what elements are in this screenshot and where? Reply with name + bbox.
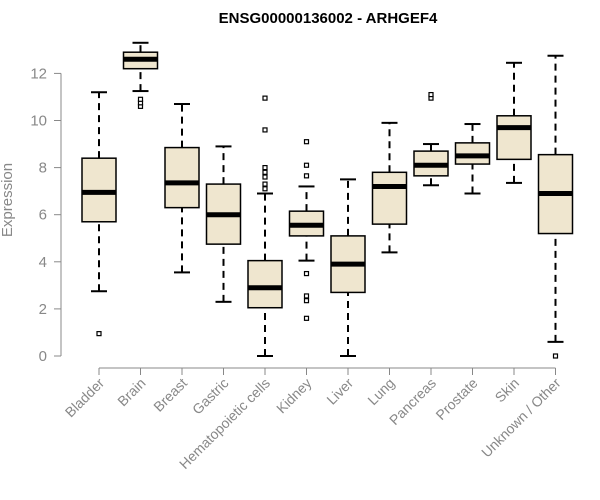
x-tick-label: Lung (364, 375, 397, 408)
outlier-point (96, 331, 102, 337)
outlier-point (262, 169, 268, 175)
box-kidney (288, 139, 325, 321)
outlier-point (303, 298, 310, 304)
x-tick-label: Skin (492, 375, 523, 406)
box-lung (371, 121, 408, 254)
y-tick-label: 2 (39, 301, 47, 318)
x-tick-label: Brain (114, 375, 148, 409)
box-liver (330, 178, 366, 357)
outlier-point (262, 165, 268, 171)
box-skin (496, 61, 532, 184)
outlier-point (303, 173, 310, 179)
box-prostate (454, 123, 491, 195)
outlier-point (262, 181, 268, 187)
outlier-point (262, 186, 268, 192)
y-tick-label: 12 (30, 65, 47, 82)
y-tick-label: 0 (39, 348, 47, 365)
outlier-point (303, 293, 310, 299)
box-gastric (205, 145, 242, 303)
x-tick-label: Bladder (62, 375, 108, 421)
box-bladder (81, 91, 117, 337)
x-tick-label: Kidney (273, 375, 315, 417)
chart-title: ENSG00000136002 - ARHGEF4 (219, 10, 438, 27)
x-tick-label: Prostate (432, 375, 480, 423)
box-pancreas (413, 91, 449, 187)
box-brain (122, 41, 159, 109)
iqr-box (164, 146, 200, 209)
outlier-point (303, 315, 310, 321)
box-hematopoietic-cells (247, 95, 283, 357)
y-tick-label: 10 (30, 113, 47, 130)
outlier-point (137, 96, 144, 102)
outlier-point (303, 139, 310, 145)
boxes-group (81, 41, 574, 359)
outlier-point (262, 127, 268, 133)
outlier-point (262, 174, 268, 180)
iqr-box (247, 259, 283, 309)
outlier-point (552, 353, 559, 359)
y-axis: 0 2 4 6 8 10 12 (30, 65, 62, 365)
iqr-box (496, 115, 532, 161)
y-tick-label: 6 (39, 207, 47, 224)
outlier-point (428, 91, 434, 98)
iqr-box (371, 171, 408, 225)
x-tick-label: Liver (323, 375, 356, 408)
box-breast (164, 103, 200, 274)
y-tick-label: 8 (39, 160, 47, 177)
x-tick-label: Breast (150, 375, 190, 415)
y-tick-label: 4 (39, 254, 47, 271)
box-unknown-other (537, 54, 574, 359)
outlier-point (303, 270, 310, 277)
x-tick-label: Unknown / Other (478, 375, 564, 461)
outlier-point (262, 95, 268, 101)
y-axis-label: Expression (0, 163, 16, 237)
outlier-point (303, 162, 310, 168)
